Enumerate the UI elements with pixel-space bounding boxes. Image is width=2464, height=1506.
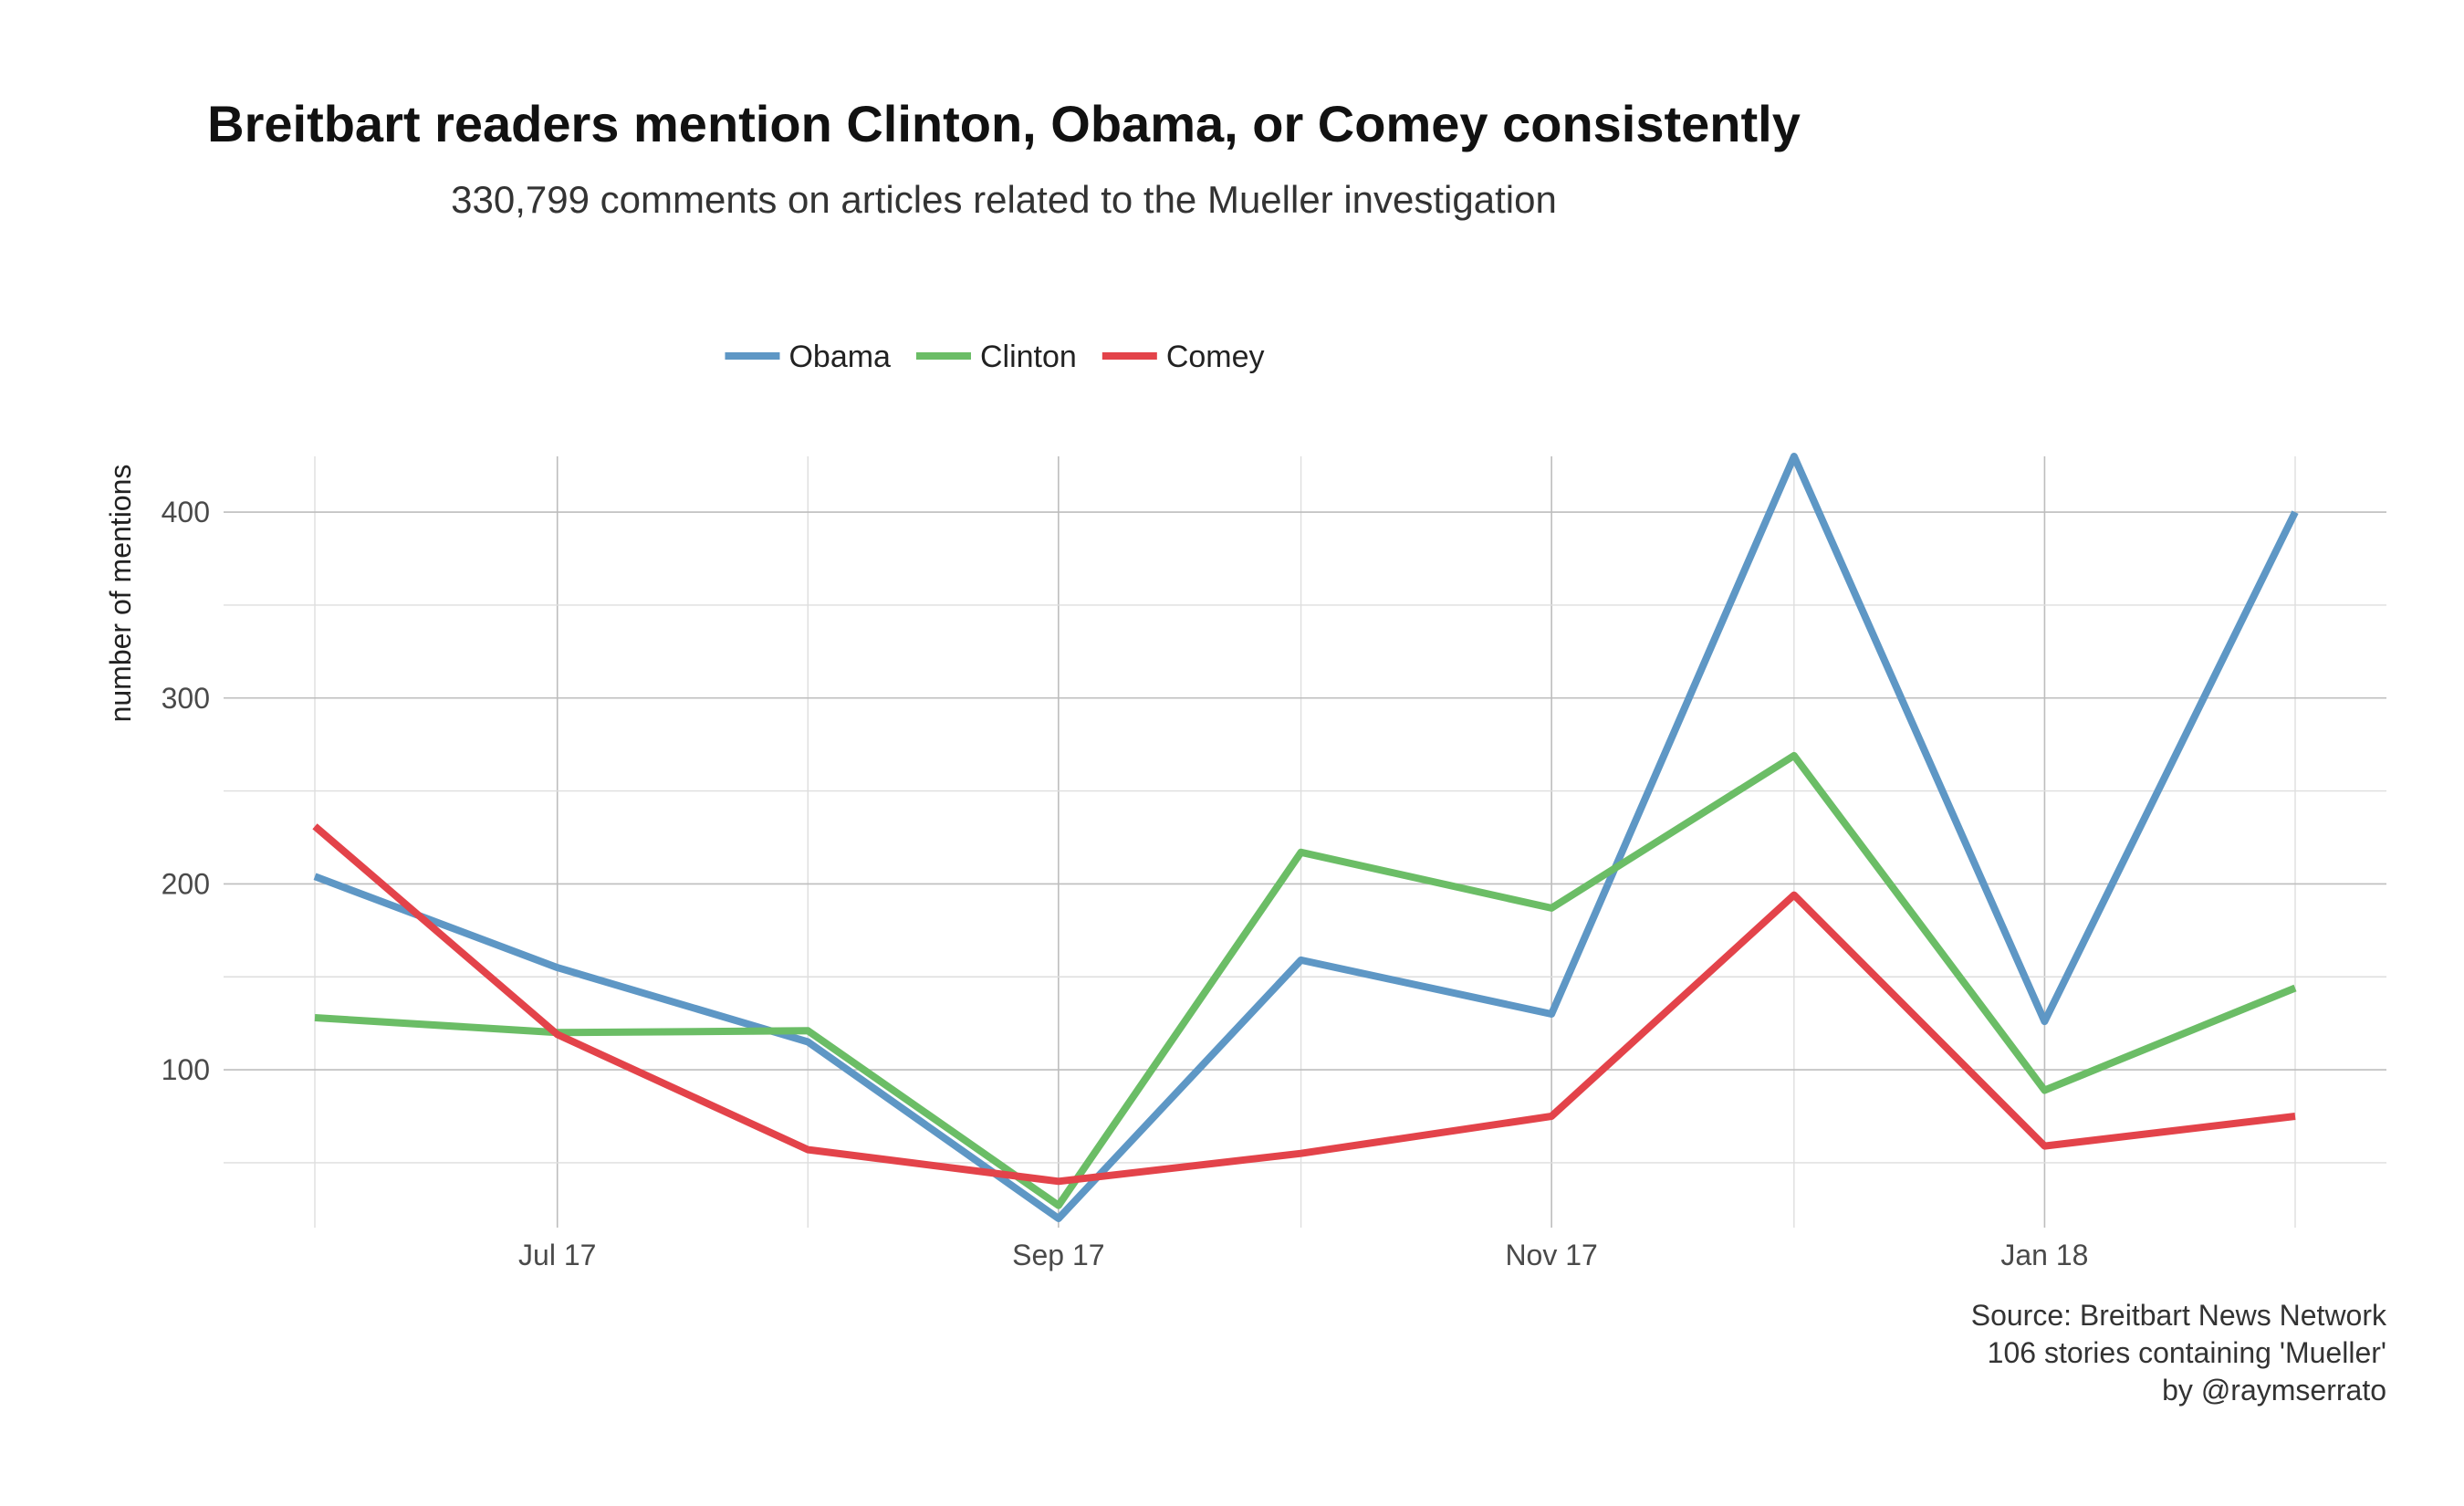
y-axis: 100 200 300 400 <box>162 496 210 1086</box>
chart-subtitle: 330,799 comments on articles related to … <box>451 178 1557 221</box>
legend-label: Clinton <box>980 340 1077 374</box>
series-line-comey <box>312 823 2296 1186</box>
caption: Source: Breitbart News Network 106 storie… <box>1971 1299 2387 1407</box>
x-tick-label: Sep 17 <box>1012 1239 1104 1271</box>
legend: Obama Clinton Comey <box>725 340 1265 374</box>
caption-line: Source: Breitbart News Network <box>1971 1299 2387 1332</box>
x-tick-label: Nov 17 <box>1505 1239 1597 1271</box>
x-tick-label: Jan 18 <box>2000 1239 2088 1271</box>
y-tick-label: 300 <box>162 682 210 715</box>
legend-item-obama: Obama <box>725 340 891 374</box>
x-axis: Jul 17 Sep 17 Nov 17 Jan 18 <box>518 1239 2088 1271</box>
y-tick-label: 200 <box>162 867 210 900</box>
chart-title: Breitbart readers mention Clinton, Obama… <box>207 95 1801 152</box>
caption-line: 106 stories containing 'Mueller' <box>1988 1336 2386 1369</box>
series-layer <box>312 453 2299 1222</box>
legend-item-clinton: Clinton <box>915 340 1077 374</box>
legend-item-comey: Comey <box>1101 340 1265 374</box>
caption-line: by @raymserrato <box>2162 1374 2386 1407</box>
series-line-obama <box>313 453 2299 1222</box>
y-tick-label: 100 <box>162 1053 210 1086</box>
legend-label: Obama <box>788 340 891 374</box>
x-tick-label: Jul 17 <box>518 1239 596 1271</box>
grid <box>224 456 2386 1228</box>
y-tick-label: 400 <box>162 496 210 528</box>
legend-label: Comey <box>1166 340 1265 374</box>
y-axis-label: number of mentions <box>104 465 137 723</box>
series-line-clinton <box>314 751 2297 1209</box>
